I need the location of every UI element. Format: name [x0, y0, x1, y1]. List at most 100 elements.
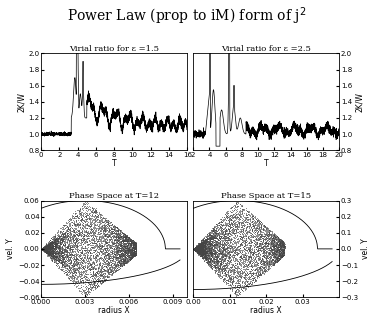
- Point: [53, 244, 59, 249]
- Point: [223, 242, 229, 248]
- Point: [113, 242, 119, 248]
- Point: [259, 244, 265, 249]
- Point: [274, 237, 280, 242]
- Point: [132, 243, 138, 249]
- Point: [191, 247, 197, 253]
- Point: [125, 238, 131, 243]
- Point: [235, 277, 241, 283]
- Point: [43, 245, 49, 251]
- Point: [45, 248, 51, 254]
- Point: [233, 244, 239, 249]
- Point: [202, 242, 208, 247]
- Point: [122, 232, 128, 237]
- Point: [196, 244, 202, 249]
- Point: [221, 216, 227, 221]
- Point: [204, 235, 210, 240]
- Point: [39, 247, 45, 252]
- Point: [222, 234, 228, 239]
- Point: [48, 238, 54, 244]
- Point: [88, 281, 94, 287]
- Point: [201, 239, 207, 244]
- Point: [207, 250, 213, 256]
- Point: [67, 243, 73, 249]
- Point: [79, 225, 85, 231]
- Point: [234, 274, 240, 279]
- Point: [268, 239, 274, 244]
- Point: [57, 240, 63, 246]
- Point: [79, 225, 85, 230]
- Point: [72, 221, 78, 226]
- Point: [109, 245, 115, 250]
- Point: [233, 240, 239, 245]
- Point: [123, 248, 129, 253]
- Point: [41, 247, 47, 252]
- Point: [93, 209, 98, 215]
- Point: [50, 247, 56, 253]
- Point: [228, 219, 234, 224]
- Point: [233, 233, 239, 239]
- Point: [246, 209, 252, 214]
- Point: [85, 233, 91, 238]
- Point: [65, 234, 70, 239]
- Point: [53, 246, 59, 252]
- Point: [81, 238, 87, 243]
- Point: [192, 246, 198, 252]
- Point: [103, 225, 109, 230]
- Point: [50, 239, 56, 245]
- Point: [132, 248, 138, 254]
- Point: [196, 249, 202, 255]
- Point: [245, 257, 251, 262]
- Point: [222, 250, 228, 256]
- Point: [223, 261, 229, 266]
- Point: [84, 200, 90, 205]
- Point: [220, 233, 226, 238]
- Point: [44, 246, 50, 252]
- Point: [72, 245, 78, 250]
- Point: [202, 240, 208, 245]
- Point: [193, 246, 199, 252]
- Point: [246, 257, 252, 262]
- Point: [191, 246, 197, 252]
- Point: [195, 246, 201, 251]
- Point: [57, 239, 63, 245]
- Point: [53, 238, 59, 243]
- Point: [197, 244, 203, 249]
- Point: [86, 203, 92, 208]
- Point: [214, 228, 220, 234]
- Point: [191, 246, 197, 251]
- Point: [52, 252, 58, 257]
- Point: [115, 242, 121, 248]
- Point: [223, 233, 229, 239]
- Point: [50, 255, 56, 260]
- Point: [255, 216, 261, 222]
- Point: [51, 242, 57, 247]
- Point: [208, 260, 214, 266]
- Point: [255, 231, 261, 236]
- Point: [201, 239, 207, 244]
- Point: [67, 245, 73, 250]
- Point: [264, 229, 270, 235]
- Point: [216, 248, 222, 254]
- Point: [193, 247, 199, 253]
- Point: [70, 235, 76, 240]
- Point: [88, 257, 94, 263]
- Point: [192, 246, 198, 252]
- Point: [248, 224, 254, 230]
- Point: [43, 245, 49, 251]
- Point: [74, 261, 80, 267]
- Point: [57, 236, 63, 241]
- Point: [49, 249, 55, 254]
- Point: [237, 229, 243, 234]
- Point: [200, 252, 206, 257]
- Point: [217, 249, 223, 254]
- Point: [196, 251, 202, 256]
- Point: [197, 245, 203, 251]
- Point: [191, 246, 197, 251]
- Point: [45, 243, 51, 248]
- Point: [72, 268, 78, 273]
- Point: [56, 253, 62, 258]
- Point: [66, 237, 72, 242]
- Point: [231, 207, 237, 213]
- Point: [45, 248, 51, 254]
- Point: [70, 228, 76, 233]
